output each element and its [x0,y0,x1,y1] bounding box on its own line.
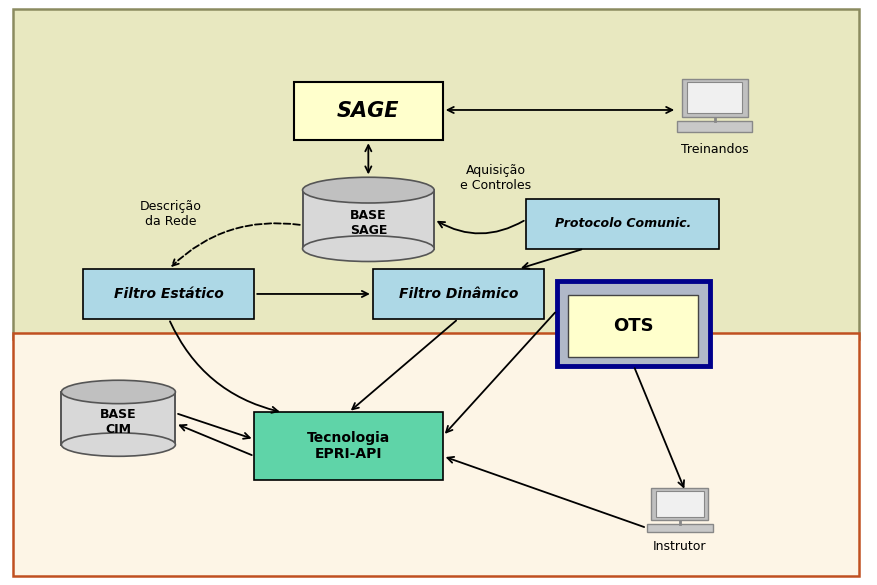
Text: Protocolo Comunic.: Protocolo Comunic. [554,217,691,230]
FancyArrowPatch shape [178,414,250,439]
Bar [568,295,698,357]
Polygon shape [61,392,175,445]
Ellipse shape [61,433,175,456]
Text: OTS: OTS [613,317,653,335]
FancyArrowPatch shape [438,221,524,233]
Ellipse shape [303,236,434,261]
Text: Descrição
da Rede: Descrição da Rede [140,199,202,228]
FancyArrowPatch shape [447,107,673,113]
Bar [13,9,859,339]
Bar [677,121,752,132]
Bar [294,82,443,140]
Bar [373,269,544,319]
Polygon shape [303,190,434,249]
Ellipse shape [303,177,434,203]
Bar [13,333,859,576]
Bar [526,199,719,249]
Bar [681,78,747,116]
FancyArrowPatch shape [353,321,456,410]
Text: BASE
SAGE: BASE SAGE [350,209,387,238]
Text: Treinandos: Treinandos [681,143,749,156]
Text: Tecnologia
EPRI-API: Tecnologia EPRI-API [307,431,390,461]
Text: SAGE: SAGE [337,101,400,121]
Bar [254,412,443,480]
Bar [83,269,254,319]
FancyArrowPatch shape [172,223,300,266]
FancyArrowPatch shape [366,145,371,173]
FancyArrowPatch shape [635,368,684,487]
FancyArrowPatch shape [523,249,581,269]
Text: Filtro Estático: Filtro Estático [114,287,224,301]
Text: Filtro Dinâmico: Filtro Dinâmico [398,287,518,301]
FancyArrowPatch shape [257,291,368,297]
Bar [557,281,710,366]
FancyArrowPatch shape [170,321,278,413]
Text: Instrutor: Instrutor [652,541,707,553]
FancyArrowPatch shape [447,457,645,527]
Ellipse shape [61,380,175,404]
Bar [687,82,742,113]
Text: BASE
CIM: BASE CIM [100,408,137,436]
Bar [646,524,712,532]
FancyArrowPatch shape [446,312,555,432]
Bar [651,487,709,519]
FancyArrowPatch shape [180,425,252,455]
Bar [656,491,703,517]
Text: Aquisição
e Controles: Aquisição e Controles [460,164,531,192]
